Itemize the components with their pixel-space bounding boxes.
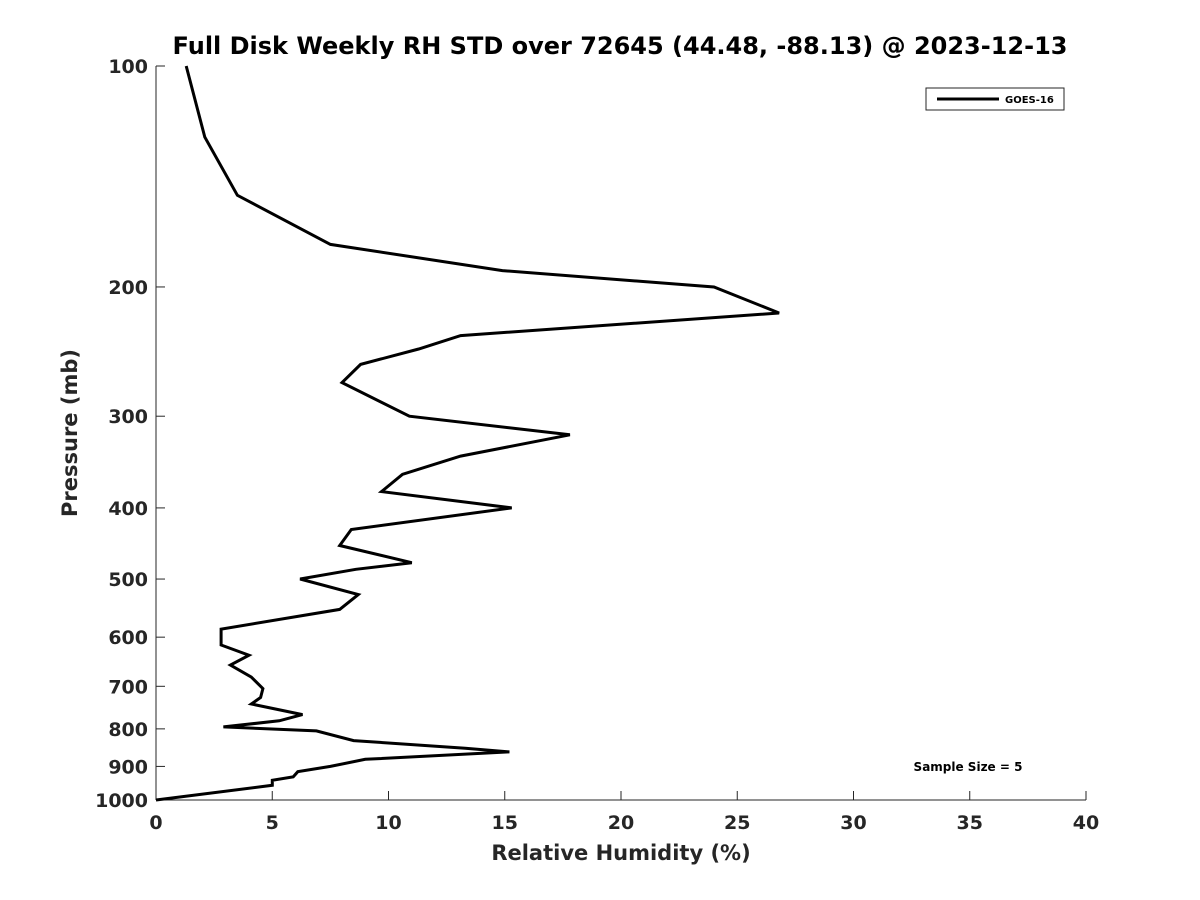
sample-size-annotation: Sample Size = 5: [914, 760, 1023, 774]
x-axis-label: Relative Humidity (%): [491, 841, 750, 865]
x-axis-ticks: 0 5 10 15 20 25 30 35 40: [149, 791, 1099, 834]
series-line-goes-16: [155, 65, 780, 802]
y-tick-label: 400: [108, 498, 148, 520]
y-tick-label: 200: [108, 277, 148, 299]
x-tick-label: 35: [957, 812, 983, 834]
x-tick-label: 0: [149, 812, 162, 834]
y-axis-label: Pressure (mb): [58, 349, 82, 517]
y-tick-label: 900: [108, 756, 148, 778]
chart-title: Full Disk Weekly RH STD over 72645 (44.4…: [173, 32, 1068, 60]
legend-label-goes-16: GOES-16: [1005, 95, 1054, 106]
y-tick-label: 800: [108, 719, 148, 741]
y-tick-label: 500: [108, 569, 148, 591]
y-axis-ticks: 100 200 300 400 500 600 700 800 900 1000: [95, 56, 165, 812]
y-tick-label: 1000: [95, 790, 148, 812]
y-tick-label: 300: [108, 406, 148, 428]
x-tick-label: 40: [1073, 812, 1099, 834]
x-tick-label: 5: [266, 812, 279, 834]
x-tick-label: 15: [492, 812, 518, 834]
x-tick-label: 10: [375, 812, 401, 834]
y-tick-label: 700: [108, 676, 148, 698]
x-tick-label: 30: [840, 812, 866, 834]
y-tick-label: 100: [108, 56, 148, 78]
x-tick-label: 25: [724, 812, 750, 834]
x-tick-label: 20: [608, 812, 634, 834]
y-tick-label: 600: [108, 627, 148, 649]
series-layer: [155, 65, 780, 802]
legend: GOES-16: [925, 87, 1065, 111]
